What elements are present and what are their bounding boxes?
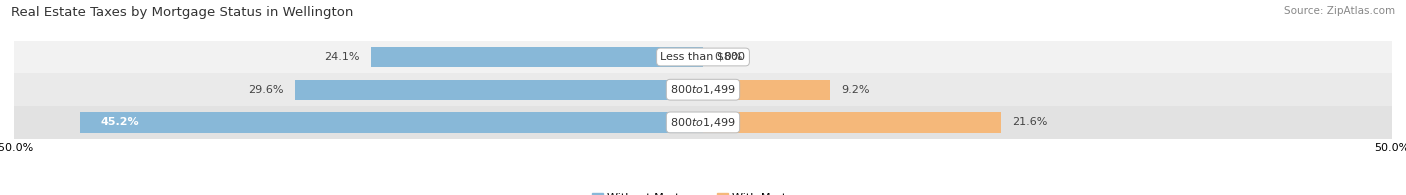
Text: $800 to $1,499: $800 to $1,499 bbox=[671, 83, 735, 96]
Bar bbox=[295, 80, 703, 100]
Bar bbox=[80, 112, 703, 133]
Bar bbox=[14, 41, 1392, 73]
Text: Less than $800: Less than $800 bbox=[661, 52, 745, 62]
Legend: Without Mortgage, With Mortgage: Without Mortgage, With Mortgage bbox=[588, 189, 818, 195]
Bar bbox=[14, 106, 1392, 139]
Bar bbox=[371, 47, 703, 67]
Text: 24.1%: 24.1% bbox=[325, 52, 360, 62]
Text: Source: ZipAtlas.com: Source: ZipAtlas.com bbox=[1284, 6, 1395, 16]
Text: 0.0%: 0.0% bbox=[714, 52, 742, 62]
Bar bbox=[703, 80, 830, 100]
Text: 45.2%: 45.2% bbox=[101, 117, 139, 127]
Bar bbox=[703, 112, 1001, 133]
Text: 29.6%: 29.6% bbox=[249, 85, 284, 95]
Text: 21.6%: 21.6% bbox=[1012, 117, 1047, 127]
Text: $800 to $1,499: $800 to $1,499 bbox=[671, 116, 735, 129]
Text: Real Estate Taxes by Mortgage Status in Wellington: Real Estate Taxes by Mortgage Status in … bbox=[11, 6, 354, 19]
Text: 9.2%: 9.2% bbox=[841, 85, 869, 95]
Bar bbox=[14, 73, 1392, 106]
